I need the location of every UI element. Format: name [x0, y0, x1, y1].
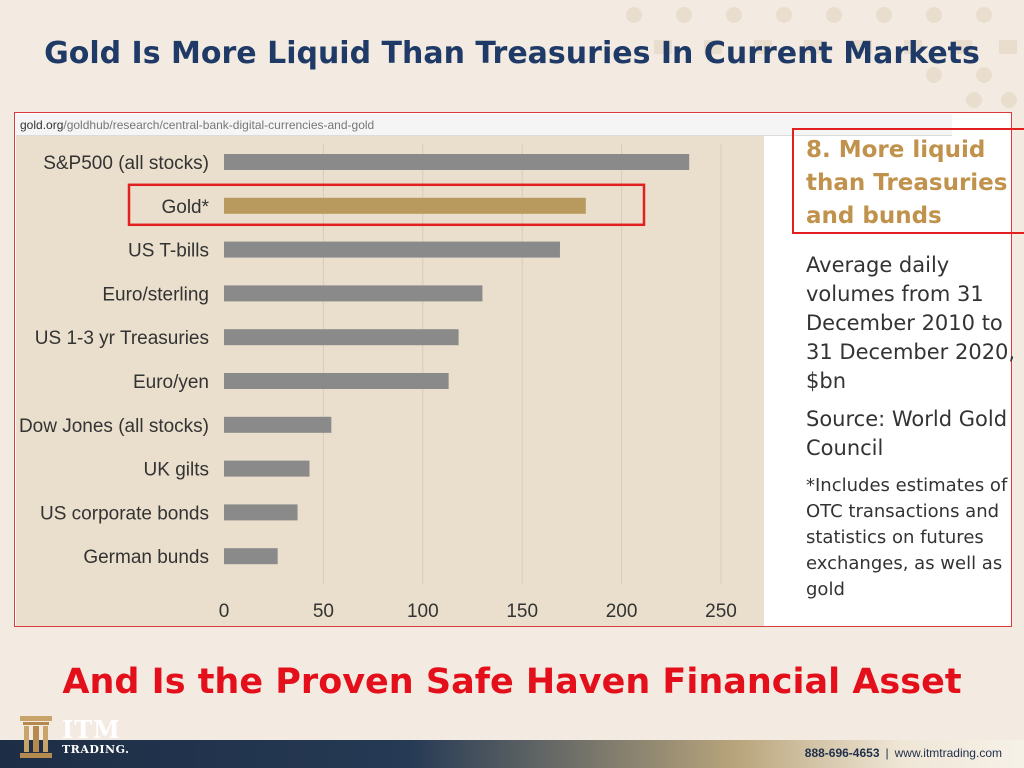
website-link[interactable]: www.itmtrading.com	[894, 746, 1002, 760]
subtitle: And Is the Proven Safe Haven Financial A…	[62, 662, 962, 702]
category-label: German bunds	[83, 547, 209, 568]
contact-info: 888-696-4653 | www.itmtrading.com	[805, 746, 1002, 760]
chart-description: Average daily volumes from 31 December 2…	[806, 253, 1016, 393]
url-path: /goldhub/research/central-bank-digital-c…	[63, 118, 375, 132]
category-label: Euro/sterling	[102, 284, 209, 305]
bar-chart: 0 50 100 150 200 250 S&P500 (all stocks) Gold* U…	[19, 144, 737, 622]
category-label: US T-bills	[128, 241, 209, 262]
footer-bar	[0, 740, 1024, 768]
category-label: UK gilts	[144, 460, 209, 481]
category-label: Gold*	[161, 197, 209, 218]
contact-separator: |	[885, 746, 889, 760]
category-label: US 1-3 yr Treasuries	[35, 328, 209, 349]
itm-column-logo-icon	[20, 716, 52, 758]
callout-line-3: and bunds	[806, 203, 942, 229]
chart-footnote: *Includes estimates of OTC transactions …	[806, 475, 1008, 600]
url-bar: gold.org/goldhub/research/central-bank-d…	[16, 114, 952, 136]
callout-line-2: than Treasuries	[806, 170, 1008, 196]
x-tick-label: 150	[506, 601, 538, 622]
bar	[224, 241, 560, 258]
bar	[224, 504, 298, 521]
chart-frame: 0 50 100 150 200 250 S&P500 (all stocks) Gold* U…	[14, 112, 1024, 627]
decorative-pattern	[626, 7, 1017, 108]
logo-wordmark: ITM	[62, 715, 121, 744]
url-domain: gold.org	[20, 118, 64, 132]
highlight-box	[127, 183, 646, 227]
bar	[224, 460, 310, 477]
callout-box: 8. More liquid than Treasuries and bunds	[792, 128, 1024, 234]
x-tick-label: 0	[219, 601, 230, 622]
bar	[224, 197, 586, 214]
brand-logo: ITM TRADING.	[62, 715, 130, 756]
x-tick-label: 250	[705, 601, 737, 622]
bar	[224, 416, 332, 433]
x-tick-label: 100	[407, 601, 439, 622]
callout-line-1: 8. More liquid	[806, 137, 986, 163]
phone-number[interactable]: 888-696-4653	[804, 746, 880, 760]
chart-area: 0 50 100 150 200 250 S&P500 (all stocks) Gold* U…	[16, 114, 764, 626]
bar	[224, 373, 449, 389]
page-title: Gold Is More Liquid Than Treasuries In C…	[44, 36, 980, 71]
chart-source: Source: World Gold Council	[806, 407, 1008, 460]
category-label: US corporate bonds	[40, 503, 209, 524]
logo-tagline: TRADING.	[62, 743, 130, 756]
x-tick-label: 200	[606, 601, 638, 622]
category-label: Euro/yen	[133, 372, 209, 393]
x-tick-label: 50	[313, 601, 334, 622]
category-label: S&P500 (all stocks)	[43, 153, 209, 174]
category-label: Dow Jones (all stocks)	[19, 416, 209, 437]
bar	[224, 285, 483, 302]
bar	[224, 154, 690, 170]
bar	[224, 329, 459, 346]
bar	[224, 548, 278, 565]
